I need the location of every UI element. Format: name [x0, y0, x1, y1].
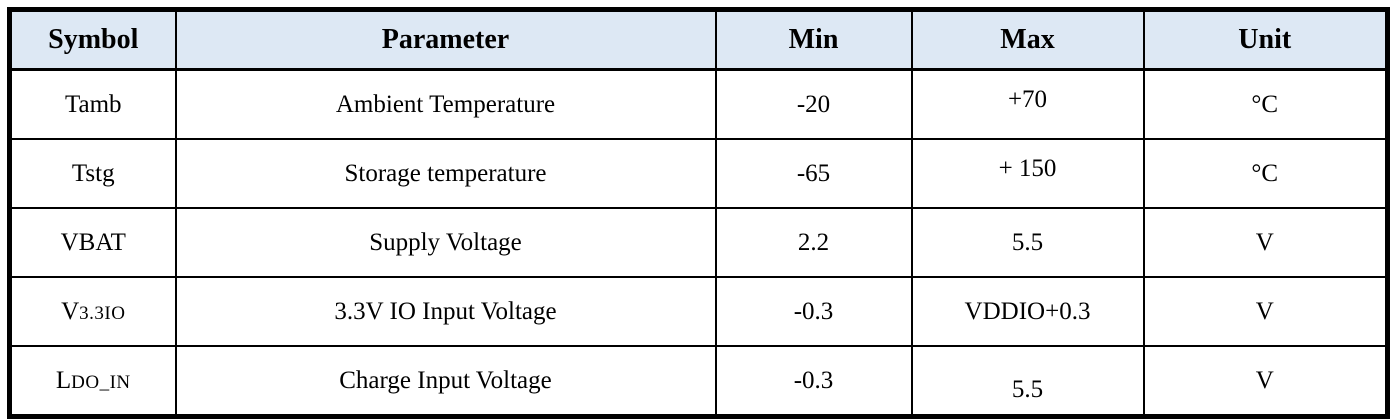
- symbol-cell: Tamb: [8, 68, 177, 140]
- unit-value: V: [1255, 366, 1274, 394]
- spec-table-body: Tamb Ambient Temperature -20 +70 °C Tstg Stora…: [8, 68, 1389, 418]
- spec-table: Symbol Parameter Min Max Unit Tamb Ambient Te…: [7, 7, 1390, 419]
- parameter-value: Storage temperature: [344, 159, 547, 187]
- parameter-cell: Storage temperature: [174, 138, 717, 209]
- max-value: +70: [1007, 85, 1048, 113]
- header-max: Max: [910, 8, 1145, 71]
- parameter-cell: Supply Voltage: [174, 207, 717, 278]
- spec-table-header: Symbol Parameter Min Max Unit: [8, 8, 1389, 71]
- header-symbol: Symbol: [8, 8, 177, 71]
- max-cell: +70: [910, 68, 1145, 140]
- min-value: -0.3: [793, 297, 834, 325]
- symbol-main: Tamb: [64, 90, 122, 118]
- unit-cell: V: [1142, 207, 1389, 278]
- min-cell: -0.3: [714, 345, 913, 418]
- max-value: 5.5: [1011, 228, 1044, 256]
- unit-value: V: [1255, 297, 1274, 325]
- min-value: -65: [796, 159, 831, 187]
- header-min: Min: [714, 8, 913, 71]
- table-row: V3.3IO 3.3V IO Input Voltage -0.3 VDDIO+0.3…: [8, 276, 1389, 347]
- table-row: Tamb Ambient Temperature -20 +70 °C: [8, 68, 1389, 140]
- min-cell: -0.3: [714, 276, 913, 347]
- unit-value: °C: [1251, 159, 1279, 187]
- symbol-main: Tstg: [71, 159, 115, 187]
- symbol-main: L: [55, 366, 72, 394]
- header-unit: Unit: [1142, 8, 1389, 71]
- unit-cell: V: [1142, 276, 1389, 347]
- unit-cell: °C: [1142, 68, 1389, 140]
- symbol-cell: V3.3IO: [8, 276, 177, 347]
- max-cell: + 150: [910, 138, 1145, 209]
- symbol-cell: Tstg: [8, 138, 177, 209]
- max-cell: 5.5: [910, 345, 1145, 418]
- min-cell: -20: [714, 68, 913, 140]
- min-cell: -65: [714, 138, 913, 209]
- symbol-main: V: [61, 297, 80, 325]
- parameter-value: Supply Voltage: [369, 228, 522, 256]
- min-value: 2.2: [797, 228, 830, 256]
- parameter-cell: Charge Input Voltage: [174, 345, 717, 418]
- table-row: LDO_IN Charge Input Voltage -0.3 5.5 V: [8, 345, 1389, 418]
- unit-value: °C: [1251, 90, 1279, 118]
- table-row: VBAT Supply Voltage 2.2 5.5 V: [8, 207, 1389, 278]
- parameter-cell: 3.3V IO Input Voltage: [174, 276, 717, 347]
- symbol-cell: VBAT: [8, 207, 177, 278]
- symbol-main: VBAT: [60, 228, 126, 256]
- max-cell: 5.5: [910, 207, 1145, 278]
- parameter-value: 3.3V IO Input Voltage: [334, 297, 557, 325]
- unit-cell: °C: [1142, 138, 1389, 209]
- unit-value: V: [1255, 228, 1274, 256]
- max-value: + 150: [998, 154, 1057, 182]
- table-row: Tstg Storage temperature -65 + 150 °C: [8, 138, 1389, 209]
- header-row: Symbol Parameter Min Max Unit: [8, 8, 1389, 71]
- parameter-value: Charge Input Voltage: [339, 366, 552, 394]
- max-cell: VDDIO+0.3: [910, 276, 1145, 347]
- symbol-subscript: 3.3IO: [79, 302, 126, 324]
- min-value: -20: [796, 90, 831, 118]
- symbol-subscript: DO_IN: [71, 371, 131, 393]
- unit-cell: V: [1142, 345, 1389, 418]
- parameter-value: Ambient Temperature: [335, 90, 556, 118]
- min-value: -0.3: [793, 366, 834, 394]
- min-cell: 2.2: [714, 207, 913, 278]
- header-parameter: Parameter: [174, 8, 717, 71]
- parameter-cell: Ambient Temperature: [174, 68, 717, 140]
- symbol-cell: LDO_IN: [8, 345, 177, 418]
- max-value: VDDIO+0.3: [964, 297, 1091, 325]
- max-value: 5.5: [1011, 375, 1044, 403]
